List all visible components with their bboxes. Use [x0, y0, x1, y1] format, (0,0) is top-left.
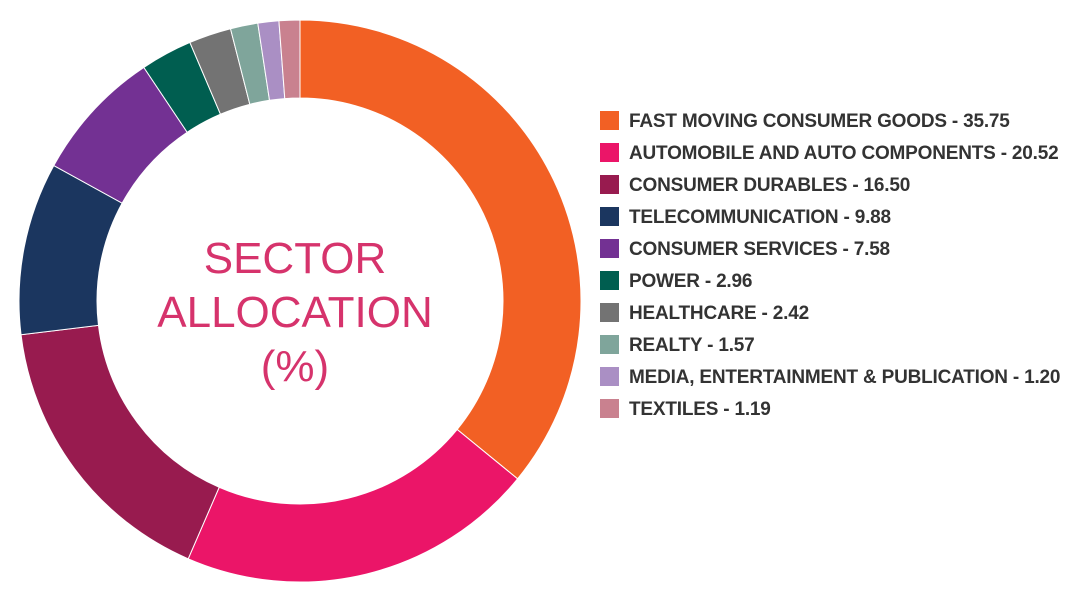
- chart-legend: FAST MOVING CONSUMER GOODS - 35.75 AUTOMO…: [600, 108, 1070, 428]
- legend-swatch: [600, 111, 619, 130]
- donut-slice-fast-moving-consumer-goods: [299, 19, 582, 480]
- legend-swatch: [600, 367, 619, 386]
- donut-chart: [18, 19, 582, 583]
- legend-swatch: [600, 399, 619, 418]
- legend-label: TELECOMMUNICATION - 9.88: [629, 207, 891, 228]
- chart-title-line-3: (%): [260, 342, 330, 391]
- legend-item: MEDIA, ENTERTAINMENT & PUBLICATION - 1.2…: [600, 364, 1070, 391]
- legend-item: FAST MOVING CONSUMER GOODS - 35.75: [600, 108, 1070, 135]
- legend-swatch: [600, 239, 619, 258]
- chart-title: SECTOR ALLOCATION (%): [145, 232, 445, 394]
- legend-label: REALTY - 1.57: [629, 335, 755, 356]
- legend-swatch: [600, 271, 619, 290]
- legend-label: CONSUMER SERVICES - 7.58: [629, 239, 890, 260]
- legend-item: REALTY - 1.57: [600, 332, 1070, 359]
- legend-swatch: [600, 303, 619, 322]
- legend-swatch: [600, 175, 619, 194]
- legend-label: POWER - 2.96: [629, 271, 753, 292]
- legend-label: MEDIA, ENTERTAINMENT & PUBLICATION - 1.2…: [629, 367, 1061, 388]
- legend-swatch: [600, 207, 619, 226]
- legend-item: POWER - 2.96: [600, 268, 1070, 295]
- legend-label: TEXTILES - 1.19: [629, 399, 771, 420]
- donut-slice-automobile-and-auto-components: [187, 428, 519, 583]
- legend-label: CONSUMER DURABLES - 16.50: [629, 175, 911, 196]
- chart-title-line-2: ALLOCATION: [157, 288, 433, 337]
- legend-label: FAST MOVING CONSUMER GOODS - 35.75: [629, 111, 1010, 132]
- legend-item: HEALTHCARE - 2.42: [600, 300, 1070, 327]
- chart-title-line-1: SECTOR: [203, 234, 387, 283]
- legend-swatch: [600, 143, 619, 162]
- legend-item: TEXTILES - 1.19: [600, 396, 1070, 423]
- legend-item: CONSUMER DURABLES - 16.50: [600, 172, 1070, 199]
- donut-slice-textiles: [278, 19, 301, 100]
- legend-item: CONSUMER SERVICES - 7.58: [600, 236, 1070, 263]
- legend-item: TELECOMMUNICATION - 9.88: [600, 204, 1070, 231]
- legend-item: AUTOMOBILE AND AUTO COMPONENTS - 20.52: [600, 140, 1070, 167]
- legend-label: AUTOMOBILE AND AUTO COMPONENTS - 20.52: [629, 143, 1059, 164]
- legend-swatch: [600, 335, 619, 354]
- legend-label: HEALTHCARE - 2.42: [629, 303, 809, 324]
